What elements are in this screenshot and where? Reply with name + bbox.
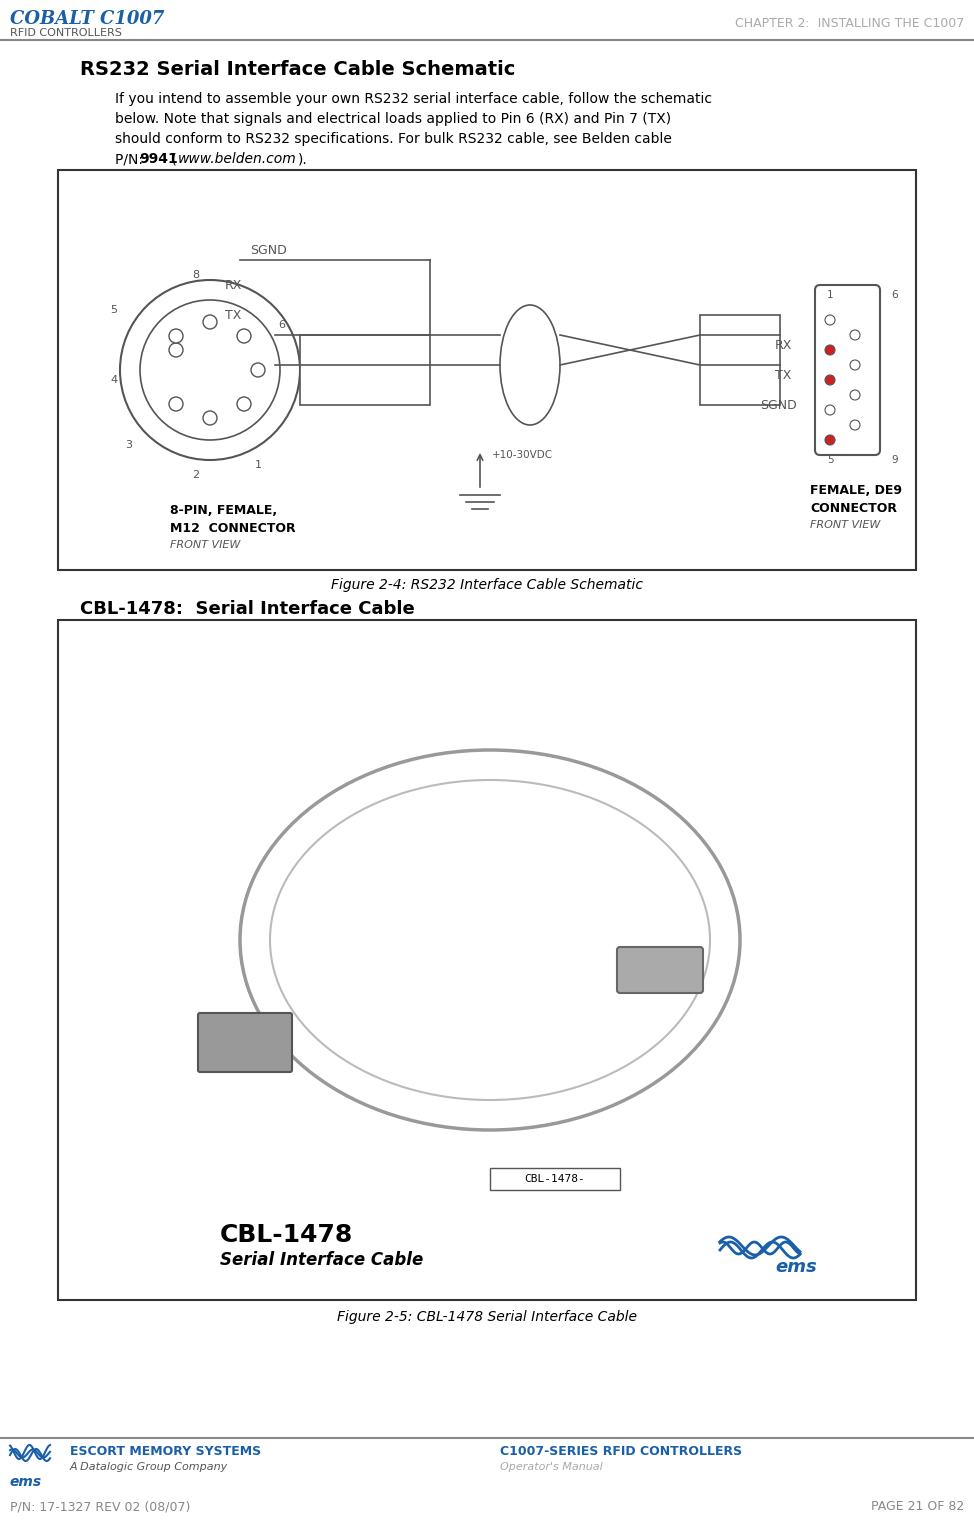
Circle shape <box>203 412 217 425</box>
Circle shape <box>850 360 860 370</box>
Text: 8: 8 <box>192 269 199 280</box>
Text: RX: RX <box>225 278 243 292</box>
Text: 6: 6 <box>278 320 285 330</box>
Bar <box>490 1167 620 1190</box>
Ellipse shape <box>270 780 710 1100</box>
Text: CONNECTOR: CONNECTOR <box>810 502 897 514</box>
Circle shape <box>825 435 835 445</box>
Circle shape <box>825 405 835 415</box>
Text: www.belden.com: www.belden.com <box>178 151 297 165</box>
Text: should conform to RS232 specifications. For bulk RS232 cable, see Belden cable: should conform to RS232 specifications. … <box>115 132 672 145</box>
Text: 4: 4 <box>110 375 117 386</box>
Text: P/N: 17-1327 REV 02 (08/07): P/N: 17-1327 REV 02 (08/07) <box>10 1499 190 1513</box>
Text: If you intend to assemble your own RS232 serial interface cable, follow the sche: If you intend to assemble your own RS232… <box>115 92 712 106</box>
Circle shape <box>237 396 251 412</box>
FancyBboxPatch shape <box>617 947 703 993</box>
Circle shape <box>169 329 183 343</box>
Circle shape <box>120 280 300 461</box>
Text: CBL-1478: CBL-1478 <box>220 1222 354 1247</box>
Text: +10-30VDC: +10-30VDC <box>492 450 553 461</box>
Bar <box>700 315 780 405</box>
Circle shape <box>825 344 835 355</box>
FancyBboxPatch shape <box>815 285 880 454</box>
Text: M12  CONNECTOR: M12 CONNECTOR <box>170 522 296 534</box>
Text: RX: RX <box>775 338 793 352</box>
Text: ems: ems <box>10 1475 42 1489</box>
Circle shape <box>203 315 217 329</box>
Text: SGND: SGND <box>760 398 797 412</box>
Text: C1007-SERIES RFID CONTROLLERS: C1007-SERIES RFID CONTROLLERS <box>500 1444 742 1458</box>
Text: FRONT VIEW: FRONT VIEW <box>810 520 880 529</box>
Text: 5: 5 <box>827 454 834 465</box>
FancyBboxPatch shape <box>198 1013 292 1073</box>
Text: ).: ). <box>298 151 308 165</box>
Text: PAGE 21 OF 82: PAGE 21 OF 82 <box>871 1499 964 1513</box>
Circle shape <box>850 330 860 340</box>
Text: TX: TX <box>225 309 242 321</box>
Circle shape <box>169 343 183 356</box>
Circle shape <box>237 329 251 343</box>
Text: RS232 Serial Interface Cable Schematic: RS232 Serial Interface Cable Schematic <box>80 60 515 80</box>
Bar <box>58 170 916 571</box>
Circle shape <box>825 375 835 386</box>
Text: below. Note that signals and electrical loads applied to Pin 6 (RX) and Pin 7 (T: below. Note that signals and electrical … <box>115 112 671 125</box>
Text: Serial Interface Cable: Serial Interface Cable <box>220 1252 424 1268</box>
Text: CBL-1478-: CBL-1478- <box>525 1174 585 1184</box>
Text: CBL-1478:  Serial Interface Cable: CBL-1478: Serial Interface Cable <box>80 600 415 618</box>
Text: (: ( <box>167 151 177 165</box>
Text: RFID CONTROLLERS: RFID CONTROLLERS <box>10 28 122 38</box>
Text: ESCORT MEMORY SYSTEMS: ESCORT MEMORY SYSTEMS <box>70 1444 261 1458</box>
Text: 5: 5 <box>110 304 117 315</box>
Ellipse shape <box>500 304 560 425</box>
Text: 1: 1 <box>255 461 262 470</box>
Circle shape <box>169 396 183 412</box>
Circle shape <box>850 421 860 430</box>
Text: TX: TX <box>775 369 791 381</box>
Text: FEMALE, DE9: FEMALE, DE9 <box>810 483 902 497</box>
Text: ems: ems <box>775 1258 817 1276</box>
Text: A Datalogic Group Company: A Datalogic Group Company <box>70 1463 228 1472</box>
Circle shape <box>825 315 835 324</box>
Text: CHAPTER 2:  INSTALLING THE C1007: CHAPTER 2: INSTALLING THE C1007 <box>734 17 964 31</box>
Text: 3: 3 <box>125 441 132 450</box>
Text: Operator's Manual: Operator's Manual <box>500 1463 603 1472</box>
Bar <box>58 620 916 1300</box>
Text: 9941: 9941 <box>139 151 177 165</box>
Text: P/N:: P/N: <box>115 151 147 165</box>
Text: SGND: SGND <box>250 243 286 257</box>
Text: COBALT C1007: COBALT C1007 <box>10 11 165 28</box>
Text: 1: 1 <box>827 291 834 300</box>
Text: Figure 2-5: CBL-1478 Serial Interface Cable: Figure 2-5: CBL-1478 Serial Interface Ca… <box>337 1310 637 1323</box>
Bar <box>300 335 430 405</box>
Text: 2: 2 <box>192 470 199 480</box>
Circle shape <box>140 300 280 441</box>
Text: FRONT VIEW: FRONT VIEW <box>170 540 241 549</box>
Circle shape <box>251 363 265 376</box>
Circle shape <box>850 390 860 399</box>
Text: 6: 6 <box>891 291 898 300</box>
Text: 8-PIN, FEMALE,: 8-PIN, FEMALE, <box>170 503 278 517</box>
Text: Figure 2-4: RS232 Interface Cable Schematic: Figure 2-4: RS232 Interface Cable Schema… <box>331 578 643 592</box>
Text: 9: 9 <box>891 454 898 465</box>
